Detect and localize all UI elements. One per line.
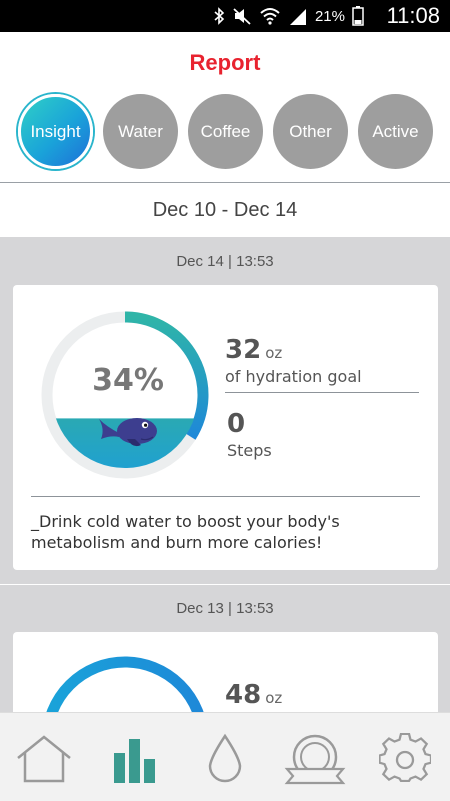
- stat-divider: [225, 392, 419, 393]
- tab-coffee[interactable]: Coffee: [188, 94, 263, 169]
- status-icons: 21%: [213, 6, 364, 26]
- oz-unit: oz: [265, 344, 283, 362]
- water-drop-icon: [208, 733, 242, 783]
- hydration-stat: 48 oz: [225, 680, 282, 710]
- signal-icon: [289, 9, 306, 25]
- entry-date: Dec 14 | 13:53: [176, 253, 274, 270]
- mute-icon: [233, 8, 251, 25]
- clock: 11:08: [386, 3, 440, 28]
- bar-chart-icon: [114, 739, 155, 783]
- hydration-percent: 34%: [92, 363, 164, 398]
- oz-value: 32: [225, 335, 262, 365]
- tab-insight[interactable]: Insight: [18, 94, 93, 169]
- gear-icon: [379, 733, 431, 783]
- hydration-goal-label: of hydration goal: [225, 367, 362, 386]
- nav-home[interactable]: [12, 731, 76, 787]
- battery-percent: 21%: [314, 7, 345, 25]
- hydration-stat: 32 oz of hydration goal: [225, 335, 362, 386]
- nav-report[interactable]: [103, 731, 167, 787]
- steps-value: 0: [227, 409, 246, 439]
- hydration-progress-ring: [41, 311, 209, 479]
- hydration-tip: _Drink cold water to boost your body's m…: [31, 512, 340, 552]
- nav-achievements[interactable]: [283, 731, 347, 787]
- home-icon: [17, 735, 71, 783]
- tip-divider: [31, 496, 420, 497]
- date-range: Dec 10 - Dec 14: [0, 183, 450, 237]
- page-title: Report: [189, 50, 261, 75]
- entry-separator: [0, 584, 450, 585]
- nav-settings[interactable]: [373, 731, 437, 787]
- progress-arc: [124, 311, 209, 440]
- tab-active[interactable]: Active: [358, 94, 433, 169]
- bluetooth-icon: [214, 7, 225, 25]
- entry-date: Dec 13 | 13:53: [176, 600, 274, 617]
- bottom-navigation: [0, 712, 450, 801]
- whale-icon: [99, 418, 157, 447]
- steps-stat: 0 Steps: [227, 409, 272, 460]
- wifi-icon: [260, 8, 280, 25]
- steps-label: Steps: [227, 441, 272, 460]
- status-bar: 21% 11:08: [0, 0, 450, 32]
- nav-water[interactable]: [193, 731, 257, 787]
- insight-card: 34% 32 oz of hydration goal 0 Steps _Drin…: [13, 285, 438, 570]
- battery-icon: [352, 6, 364, 26]
- oz-value: 48: [225, 680, 262, 710]
- tab-other[interactable]: Other: [273, 94, 348, 169]
- badge-icon: [284, 734, 346, 785]
- report-header: Report Insight Water Coffee Other Active: [0, 32, 450, 183]
- tab-water[interactable]: Water: [103, 94, 178, 169]
- oz-unit: oz: [265, 689, 283, 707]
